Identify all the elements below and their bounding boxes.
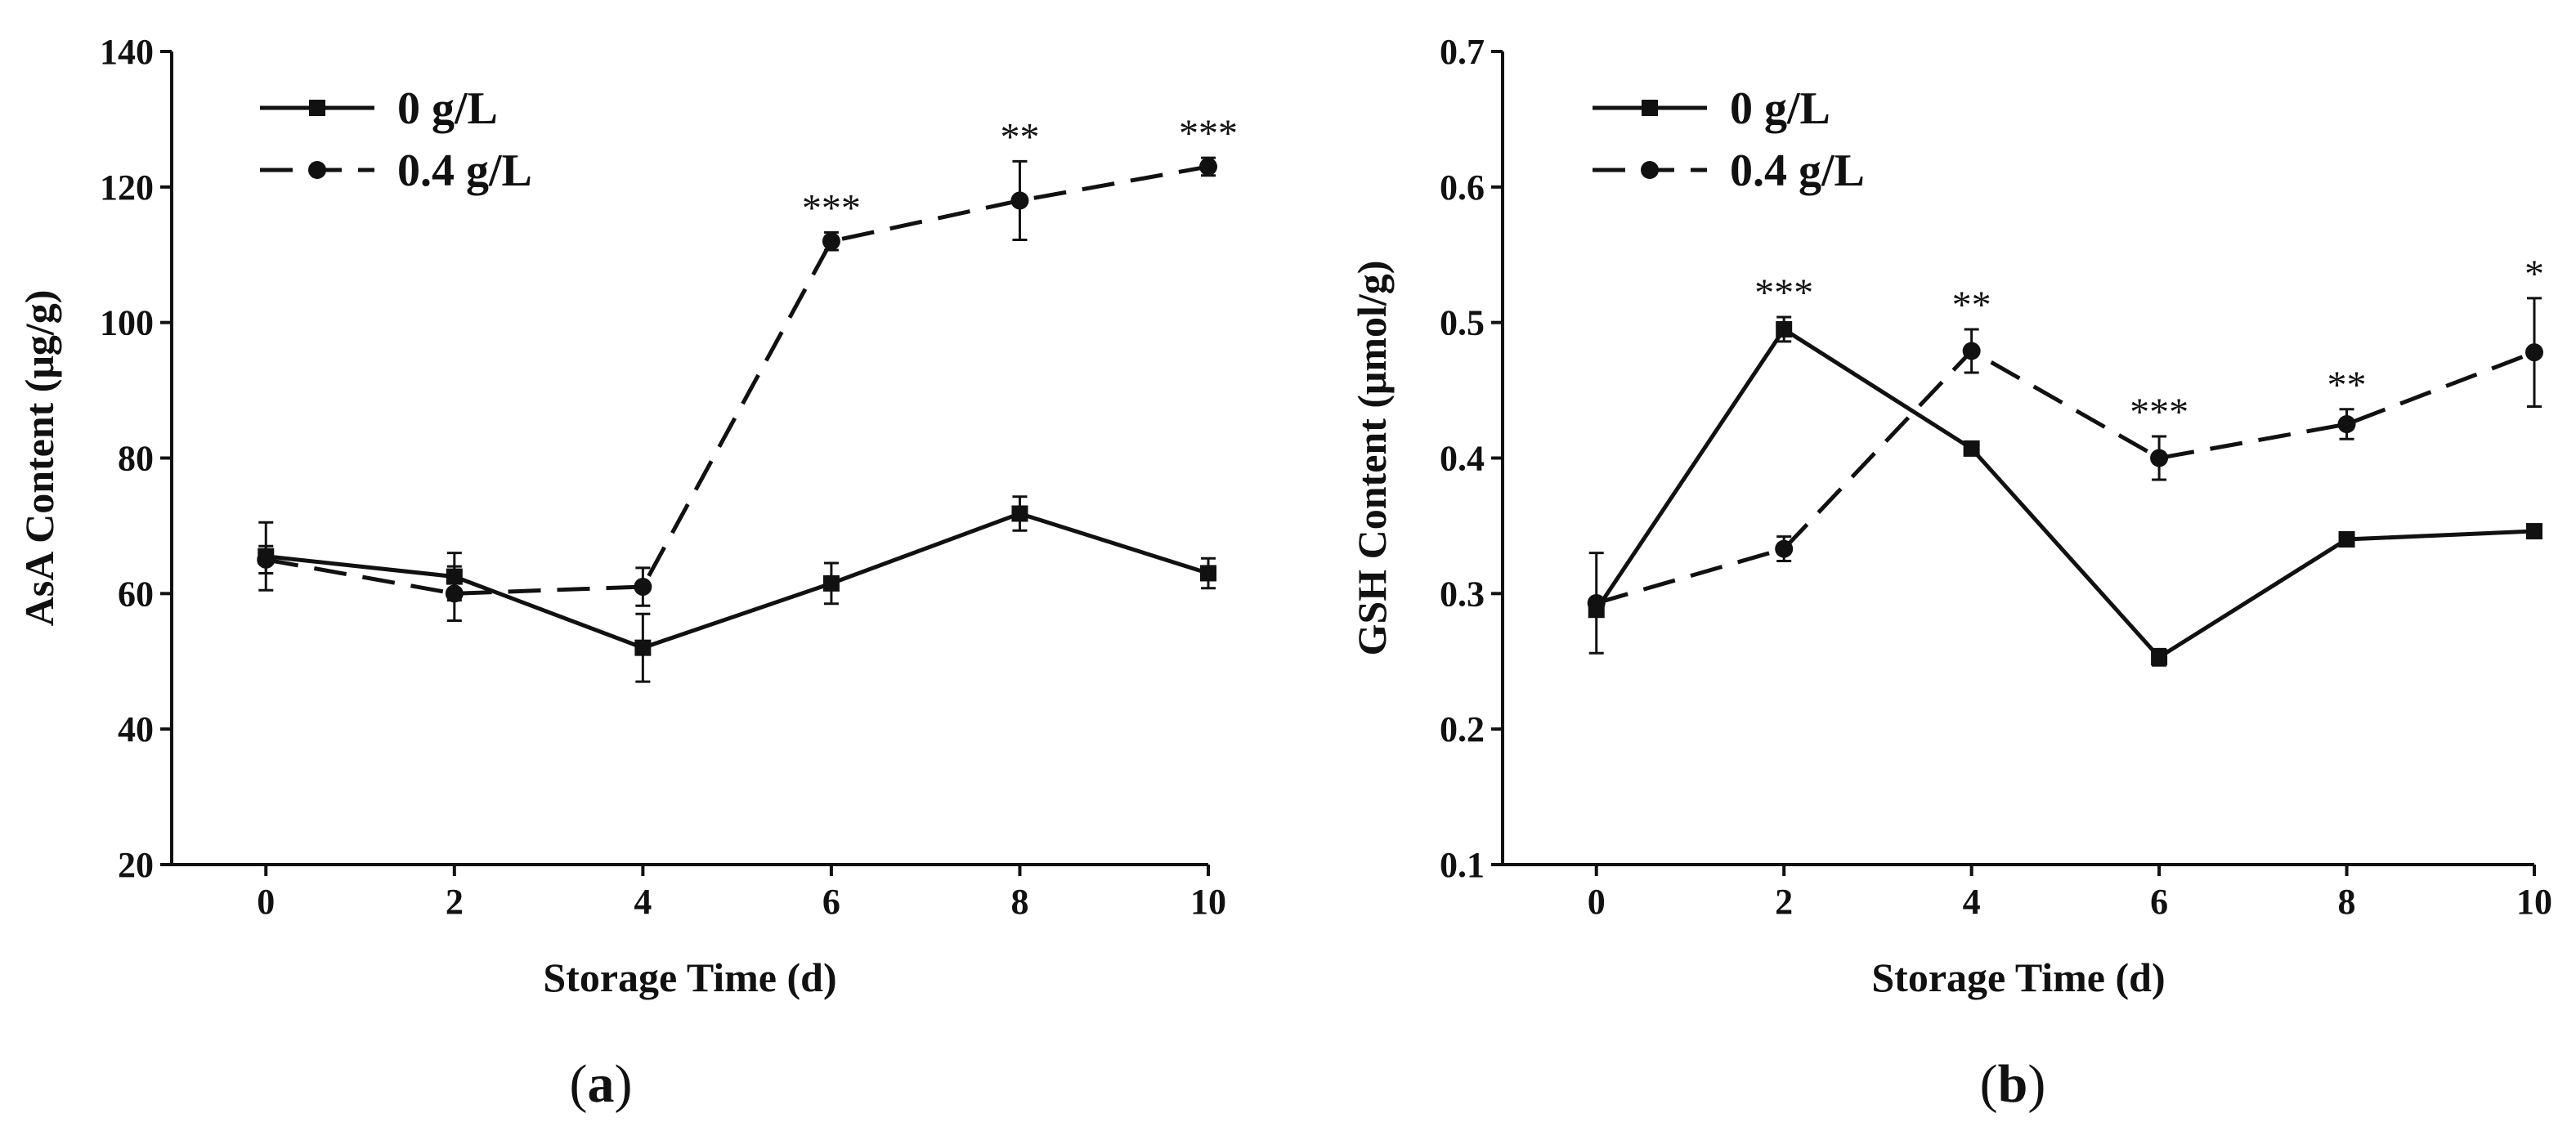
data-point-square	[1200, 565, 1216, 582]
data-point-circle	[634, 578, 652, 597]
x-tick-label: 4	[634, 882, 652, 922]
data-point-circle	[1775, 539, 1794, 558]
y-tick-label: 140	[100, 32, 154, 72]
series-line-control	[1594, 326, 2535, 660]
series-line-treated	[1596, 348, 2535, 606]
significance-label: **	[1000, 115, 1039, 159]
significance-label: *	[2524, 253, 2544, 296]
y-tick-label: 40	[118, 709, 154, 749]
x-tick-label: 2	[446, 882, 464, 922]
panel-label: (a)	[570, 1054, 633, 1114]
y-tick-label: 0.1	[1440, 845, 1485, 885]
data-point-circle	[1587, 593, 1606, 612]
panel-a-chart: 20 40 60 80 100 120 140 0 2 4 6 8 10 Storage Time (d)…	[16, 32, 1238, 1114]
data-point-circle	[2525, 343, 2543, 362]
significance-label: ***	[1179, 112, 1238, 155]
panel-label: (b)	[1980, 1054, 2046, 1114]
data-point-circle	[1962, 342, 1981, 360]
significance-label: **	[2327, 364, 2367, 407]
y-tick-label: 0.2	[1440, 709, 1485, 749]
data-point-square	[2151, 649, 2168, 666]
significance-label: ***	[1754, 271, 1813, 315]
data-point-square	[634, 639, 652, 656]
y-tick-label: 0.5	[1440, 303, 1485, 343]
x-tick-label: 2	[1775, 882, 1793, 922]
y-tick-label: 120	[100, 168, 154, 208]
x-tick-label: 8	[2338, 882, 2356, 922]
series-line-control	[266, 511, 1209, 650]
data-point-square	[1776, 320, 1793, 338]
series-line-treated	[265, 164, 1209, 596]
data-point-square	[2526, 523, 2542, 540]
significance-label: ***	[2130, 391, 2188, 434]
data-point-circle	[2337, 415, 2356, 434]
x-tick-label: 10	[2516, 882, 2552, 922]
data-point-square	[822, 574, 840, 592]
data-point-circle	[822, 232, 840, 251]
data-point-circle	[445, 584, 464, 603]
significance-label: **	[1952, 284, 1991, 327]
legend-marker-square	[309, 100, 325, 116]
y-tick-label: 0.4	[1440, 439, 1485, 479]
legend-marker-circle	[308, 161, 326, 179]
y-axis-title: GSH Content (μmol/g)	[1349, 261, 1395, 656]
panel-b-chart: 0.1 0.2 0.3 0.4 0.5 0.6 0.7 0 2 4 6 8 10 Storage Time…	[1349, 32, 2552, 1114]
data-point-square	[1011, 505, 1028, 522]
y-tick-label: 80	[118, 439, 154, 479]
legend-label: 0 g/L	[397, 83, 498, 134]
legend-marker-square	[1642, 100, 1658, 116]
x-tick-label: 10	[1190, 882, 1226, 922]
x-tick-label: 8	[1010, 882, 1028, 922]
significance-label: ***	[802, 186, 861, 230]
data-point-circle	[1199, 157, 1217, 176]
legend-label: 0 g/L	[1730, 83, 1830, 134]
legend-label: 0.4 g/L	[1730, 145, 1865, 196]
y-axis-title: AsA Content (μg/g)	[16, 290, 62, 627]
legend-marker-circle	[1641, 161, 1659, 179]
y-tick-label: 60	[118, 574, 154, 614]
data-point-square	[2338, 531, 2355, 548]
data-point-circle	[1010, 191, 1029, 210]
x-tick-label: 0	[257, 882, 275, 922]
legend-label: 0.4 g/L	[397, 145, 532, 196]
data-point-circle	[2150, 449, 2169, 467]
x-tick-label: 0	[1588, 882, 1606, 922]
x-tick-label: 6	[822, 882, 840, 922]
y-tick-label: 0.7	[1440, 32, 1485, 72]
x-tick-label: 6	[2150, 882, 2168, 922]
x-axis-title: Storage Time (d)	[1871, 954, 2165, 1000]
x-tick-label: 4	[1963, 882, 1981, 922]
y-tick-label: 20	[118, 845, 154, 885]
data-point-circle	[257, 550, 276, 569]
data-point-square	[1963, 440, 1980, 457]
x-axis-title: Storage Time (d)	[543, 954, 836, 1000]
y-tick-label: 100	[100, 303, 154, 343]
y-tick-label: 0.6	[1440, 168, 1485, 208]
y-tick-label: 0.3	[1440, 574, 1485, 614]
